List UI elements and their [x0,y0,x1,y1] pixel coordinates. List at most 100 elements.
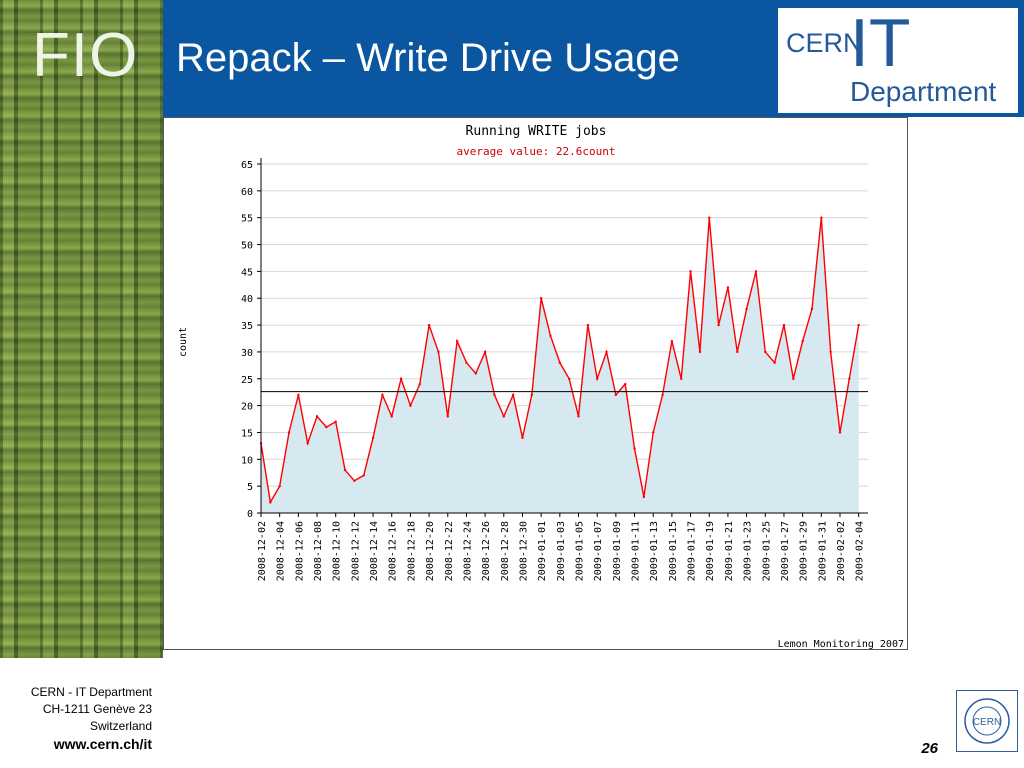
y-axis-label: count [178,327,189,357]
x-tick-label: 2009-02-04 [855,521,866,581]
address-line-1: CERN - IT Department [30,685,152,699]
x-tick-label: 2008-12-04 [276,521,287,581]
running-write-jobs-chart: Running WRITE jobs average value: 22.6co… [178,124,904,650]
data-point [306,442,309,445]
data-point [838,431,842,434]
area-fill-layer [261,217,859,513]
x-tick-label: 2009-01-05 [575,521,586,581]
fio-logo: FIO [32,21,139,90]
logo-it-text: IT [850,5,911,81]
x-tick-label: 2009-02-02 [836,521,847,581]
x-tick-label: 2008-12-02 [257,521,268,581]
data-point [745,307,748,311]
y-tick-label: 60 [241,187,253,198]
seal-text: CERN [973,717,1001,728]
y-tick-label: 20 [241,402,253,413]
data-point [764,350,767,354]
data-point [680,377,683,380]
data-point [278,484,281,488]
data-point [427,323,431,327]
logo-department-text: Department [850,76,997,107]
data-point [334,420,337,423]
sidebar-background: FIO [0,0,163,658]
x-tick-label: 2009-01-13 [649,521,660,581]
slide-title: Repack – Write Drive Usage [176,36,680,80]
lemon-monitoring-credit: Lemon Monitoring 2007 [778,639,904,650]
data-point [493,393,496,397]
footer-url-link[interactable]: www.cern.ch/it [53,736,152,752]
data-point [371,436,375,440]
data-point [287,431,291,434]
series-line-layer [259,216,860,505]
logo-cern-text: CERN [786,28,863,58]
slide-header: Repack – Write Drive Usage CERN IT Depar… [163,0,1024,117]
x-tick-label: 2009-01-23 [743,521,754,581]
data-point [577,415,580,418]
chart-title: Running WRITE jobs [466,124,607,139]
cern-seal-logo: CERN [956,690,1018,752]
series-area [261,217,859,513]
data-point [708,216,711,219]
data-point [511,393,515,397]
y-tick-label: 65 [241,160,253,171]
cern-it-department-logo: CERN IT Department [778,5,1018,113]
data-point [670,339,674,343]
data-point [381,393,384,397]
x-tick-label: 2009-01-25 [761,521,772,581]
data-point [652,431,655,434]
y-tick-label: 15 [241,428,253,439]
x-tick-label: 2009-01-21 [724,521,735,581]
y-tick-label: 35 [241,321,253,332]
x-tick-label: 2008-12-18 [406,521,417,581]
x-tick-label: 2009-01-03 [556,521,567,581]
data-point [325,425,328,429]
y-tick-label: 55 [241,214,253,225]
data-point [315,415,319,418]
data-point [642,495,646,499]
address-line-2: CH-1211 Genève 23 [42,702,152,716]
x-tick-label: 2009-01-29 [799,521,810,581]
axes [260,158,868,517]
x-tick-label: 2008-12-24 [462,521,473,581]
x-tick-label: 2009-01-19 [705,521,716,581]
data-point [362,474,365,477]
x-tick-label: 2009-01-01 [537,521,548,581]
data-point [567,377,571,380]
data-point [353,479,356,482]
x-tick-label: 2008-12-08 [313,521,324,581]
address-line-3: Switzerland [89,719,152,733]
data-point [633,447,636,450]
y-tick-label: 5 [247,482,253,493]
x-tick-label: 2009-01-27 [780,521,791,581]
x-tick-label: 2008-12-06 [294,521,305,581]
data-point [614,393,618,397]
data-point [446,415,449,418]
data-point [820,216,823,219]
x-tick-label: 2008-12-20 [425,521,436,581]
data-point [465,361,468,364]
x-tick-label: 2009-01-11 [631,521,642,581]
x-tick-label: 2008-12-28 [500,521,511,581]
x-tick-labels: 2008-12-02 2008-12-04 2008-12-06 2008-12-08… [257,521,866,581]
data-point [801,339,804,343]
x-tick-label: 2008-12-30 [518,521,529,581]
data-point [530,393,534,397]
data-point [595,377,599,380]
data-point [455,339,459,343]
x-tick-label: 2008-12-22 [444,521,455,581]
x-tick-label: 2009-01-15 [668,521,679,581]
x-tick-label: 2008-12-14 [369,521,380,581]
data-point [399,377,403,380]
data-point [810,307,814,311]
data-point [698,350,702,354]
data-point [343,468,347,472]
x-tick-label: 2009-01-09 [612,521,623,581]
data-point [586,323,590,327]
y-tick-label: 30 [241,348,253,359]
data-point [549,334,552,338]
data-point [269,501,272,504]
data-point [409,404,412,407]
data-point [624,382,627,386]
data-point [792,377,795,380]
data-point [390,415,393,418]
